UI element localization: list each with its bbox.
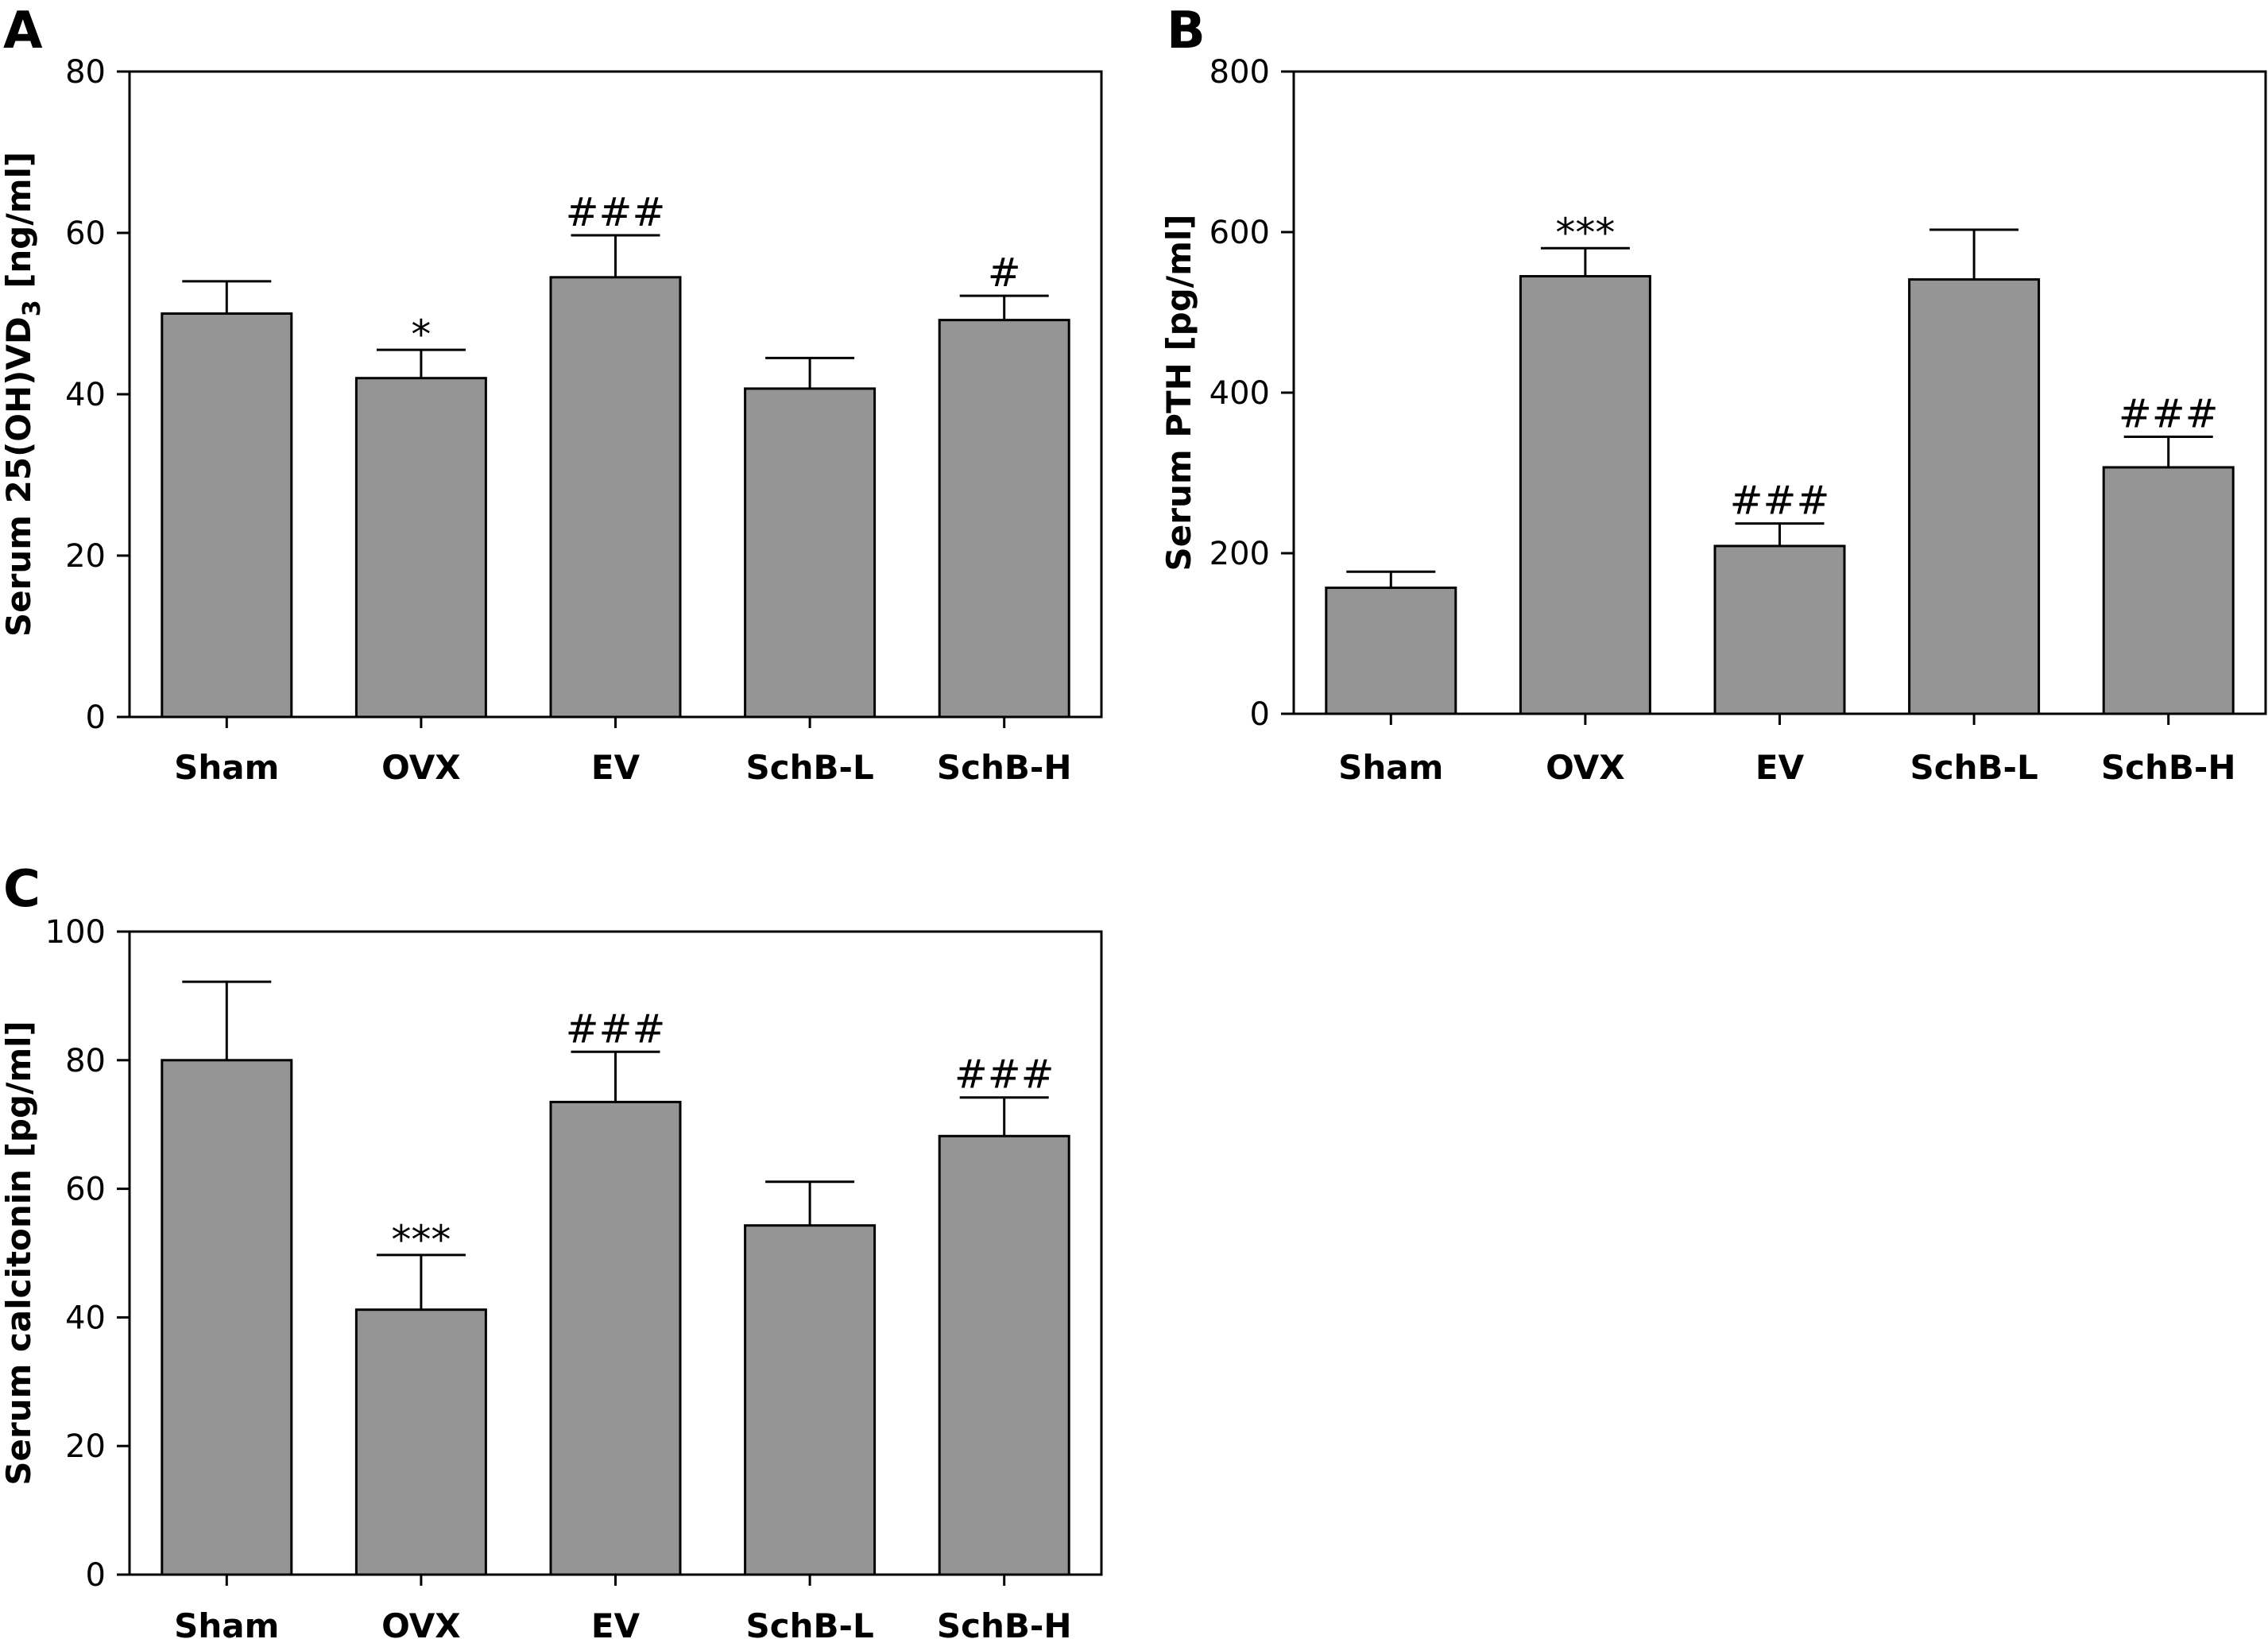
y-axis-title-subscript: 3	[18, 300, 46, 316]
y-tick-label: 80	[65, 1043, 106, 1079]
y-tick-label: 0	[1250, 696, 1270, 733]
y-tick-label: 80	[65, 54, 106, 91]
category-label-sham: Sham	[174, 748, 279, 787]
category-label-schb-l: SchB-L	[1910, 748, 2038, 787]
category-label-schb-l: SchB-L	[745, 1606, 873, 1639]
bar-ovx	[354, 1308, 487, 1576]
y-tick-label: 60	[65, 215, 106, 252]
y-axis-title: Serum 25(OH)VD3 [ng/ml]	[0, 152, 46, 637]
y-tick-label: 800	[1209, 54, 1270, 91]
y-tick-label: 400	[1209, 375, 1270, 412]
category-label-ovx: OVX	[381, 748, 460, 787]
y-axis-title: Serum calcitonin [pg/ml]	[0, 1021, 38, 1485]
category-label-schb-h: SchB-H	[937, 1606, 1072, 1639]
significance-label-schb-h: ###	[2119, 391, 2219, 437]
bar-schb-l	[744, 387, 877, 719]
panel-letter: A	[3, 2, 43, 60]
significance-label-ev: ###	[566, 189, 666, 235]
y-tick-label: 100	[45, 914, 106, 951]
y-axis-title-main: Serum PTH [pg/ml]	[1159, 215, 1198, 572]
y-axis-title-unit: [ng/ml]	[0, 152, 38, 300]
bar-sham	[161, 312, 293, 719]
significance-label-ovx: ***	[1555, 210, 1615, 256]
significance-label-ev: ###	[566, 1005, 666, 1052]
y-tick-label: 20	[65, 538, 106, 575]
y-axis-title-main: Serum calcitonin [pg/ml]	[0, 1021, 38, 1485]
category-label-schb-h: SchB-H	[937, 748, 1072, 787]
bar-ovx	[1519, 275, 1651, 715]
significance-label-schb-h: ###	[954, 1052, 1055, 1098]
category-label-sham: Sham	[174, 1606, 279, 1639]
bar-sham	[1325, 586, 1457, 715]
bar-ovx	[354, 377, 487, 719]
y-tick-label: 600	[1209, 215, 1270, 251]
y-axis-title: Serum PTH [pg/ml]	[1159, 215, 1198, 572]
category-label-ev: EV	[591, 748, 641, 787]
bar-schb-l	[1908, 278, 2041, 715]
bar-schb-h	[938, 1134, 1070, 1576]
bar-ev	[549, 276, 682, 719]
bar-schb-h	[2102, 466, 2235, 715]
category-label-ovx: OVX	[1546, 748, 1624, 787]
category-label-ovx: OVX	[381, 1606, 460, 1639]
panel-letter: C	[3, 860, 41, 919]
y-axis-title-main: Serum 25(OH)VD	[0, 316, 38, 637]
bar-schb-h	[938, 319, 1070, 719]
category-label-sham: Sham	[1338, 748, 1443, 787]
significance-label-ev: ###	[1730, 478, 1830, 524]
category-label-schb-l: SchB-L	[745, 748, 873, 787]
bar-schb-l	[744, 1224, 877, 1576]
category-label-schb-h: SchB-H	[2101, 748, 2236, 787]
category-label-ev: EV	[1755, 748, 1805, 787]
y-tick-label: 20	[65, 1428, 106, 1465]
y-tick-label: 0	[86, 699, 106, 736]
panel-letter: B	[1167, 2, 1206, 60]
y-tick-label: 60	[65, 1172, 106, 1208]
chart-panel-b: B 0 200 400 600 800 Serum PTH [pg/ml] Sham *** OV…	[1159, 2, 2267, 787]
y-tick-label: 40	[65, 1300, 106, 1336]
y-tick-label: 40	[65, 377, 106, 413]
y-tick-label: 200	[1209, 536, 1270, 572]
bar-sham	[161, 1059, 293, 1576]
significance-label-ovx: ***	[391, 1217, 451, 1263]
category-label-ev: EV	[591, 1606, 641, 1639]
chart-panel-c: C 0 20 40 60 80 100 Serum calcitonin [pg/ml] Sha…	[0, 860, 1103, 1639]
bar-ev	[1713, 544, 1846, 715]
bar-ev	[549, 1100, 682, 1576]
significance-label-ovx: *	[411, 312, 431, 358]
y-tick-label: 0	[86, 1557, 106, 1594]
chart-panel-a: A 0 20 40 60 80 Serum 25(OH)VD3 [ng/ml] Sham * OV…	[0, 2, 1103, 787]
significance-label-schb-h: #	[988, 250, 1021, 296]
